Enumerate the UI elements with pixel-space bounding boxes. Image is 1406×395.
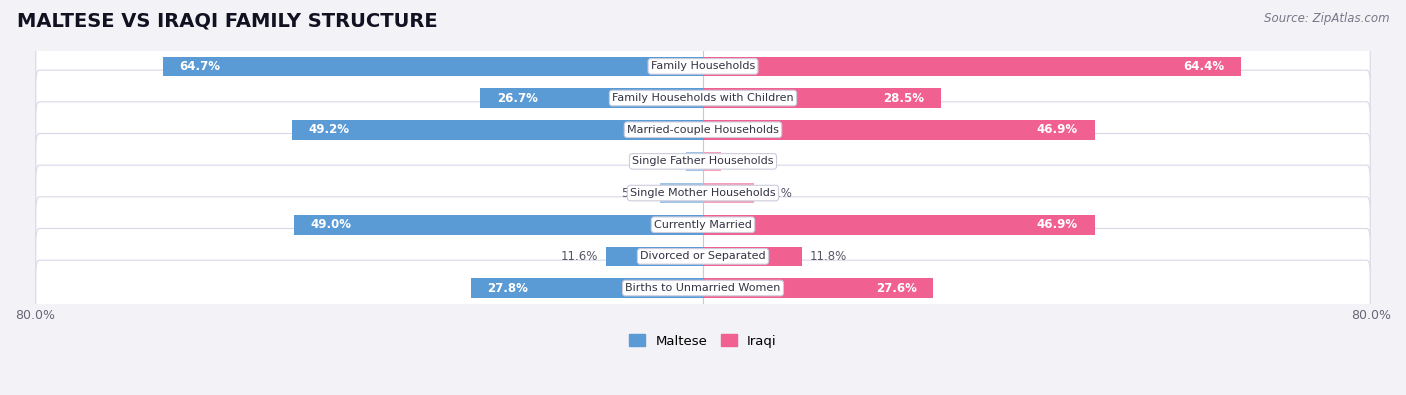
Bar <box>659 183 703 203</box>
Text: Source: ZipAtlas.com: Source: ZipAtlas.com <box>1264 12 1389 25</box>
Bar <box>703 183 754 203</box>
FancyBboxPatch shape <box>35 229 1371 284</box>
FancyBboxPatch shape <box>35 70 1371 126</box>
Bar <box>703 88 941 108</box>
FancyBboxPatch shape <box>35 39 1371 94</box>
Text: 11.6%: 11.6% <box>561 250 598 263</box>
Bar <box>703 152 721 171</box>
Text: 2.2%: 2.2% <box>730 155 759 168</box>
Bar <box>479 88 703 108</box>
Text: MALTESE VS IRAQI FAMILY STRUCTURE: MALTESE VS IRAQI FAMILY STRUCTURE <box>17 12 437 31</box>
Text: Divorced or Separated: Divorced or Separated <box>640 251 766 261</box>
Text: Births to Unmarried Women: Births to Unmarried Women <box>626 283 780 293</box>
Bar <box>686 152 703 171</box>
Legend: Maltese, Iraqi: Maltese, Iraqi <box>624 329 782 353</box>
Text: 27.6%: 27.6% <box>876 282 917 295</box>
Text: Single Mother Households: Single Mother Households <box>630 188 776 198</box>
Text: 64.7%: 64.7% <box>180 60 221 73</box>
Text: Currently Married: Currently Married <box>654 220 752 230</box>
Bar <box>606 246 703 266</box>
Text: Single Father Households: Single Father Households <box>633 156 773 166</box>
Text: Family Households: Family Households <box>651 61 755 71</box>
Text: 27.8%: 27.8% <box>488 282 529 295</box>
Text: 5.2%: 5.2% <box>621 186 651 199</box>
Bar <box>703 215 1095 235</box>
Text: 64.4%: 64.4% <box>1182 60 1225 73</box>
Text: 49.2%: 49.2% <box>309 123 350 136</box>
Text: 26.7%: 26.7% <box>496 92 537 105</box>
Bar <box>294 215 703 235</box>
Bar <box>703 278 934 298</box>
Text: 28.5%: 28.5% <box>883 92 924 105</box>
Text: 46.9%: 46.9% <box>1036 218 1078 231</box>
Bar <box>292 120 703 139</box>
Bar <box>703 56 1240 76</box>
Text: 46.9%: 46.9% <box>1036 123 1078 136</box>
Text: 49.0%: 49.0% <box>311 218 352 231</box>
Bar <box>163 56 703 76</box>
FancyBboxPatch shape <box>35 165 1371 221</box>
Text: Married-couple Households: Married-couple Households <box>627 125 779 135</box>
FancyBboxPatch shape <box>35 260 1371 316</box>
FancyBboxPatch shape <box>35 102 1371 158</box>
FancyBboxPatch shape <box>35 197 1371 252</box>
Text: 11.8%: 11.8% <box>810 250 848 263</box>
Text: 2.0%: 2.0% <box>648 155 678 168</box>
FancyBboxPatch shape <box>35 134 1371 189</box>
Bar <box>703 246 801 266</box>
Bar <box>471 278 703 298</box>
Bar <box>703 120 1095 139</box>
Text: 6.1%: 6.1% <box>762 186 792 199</box>
Text: Family Households with Children: Family Households with Children <box>612 93 794 103</box>
